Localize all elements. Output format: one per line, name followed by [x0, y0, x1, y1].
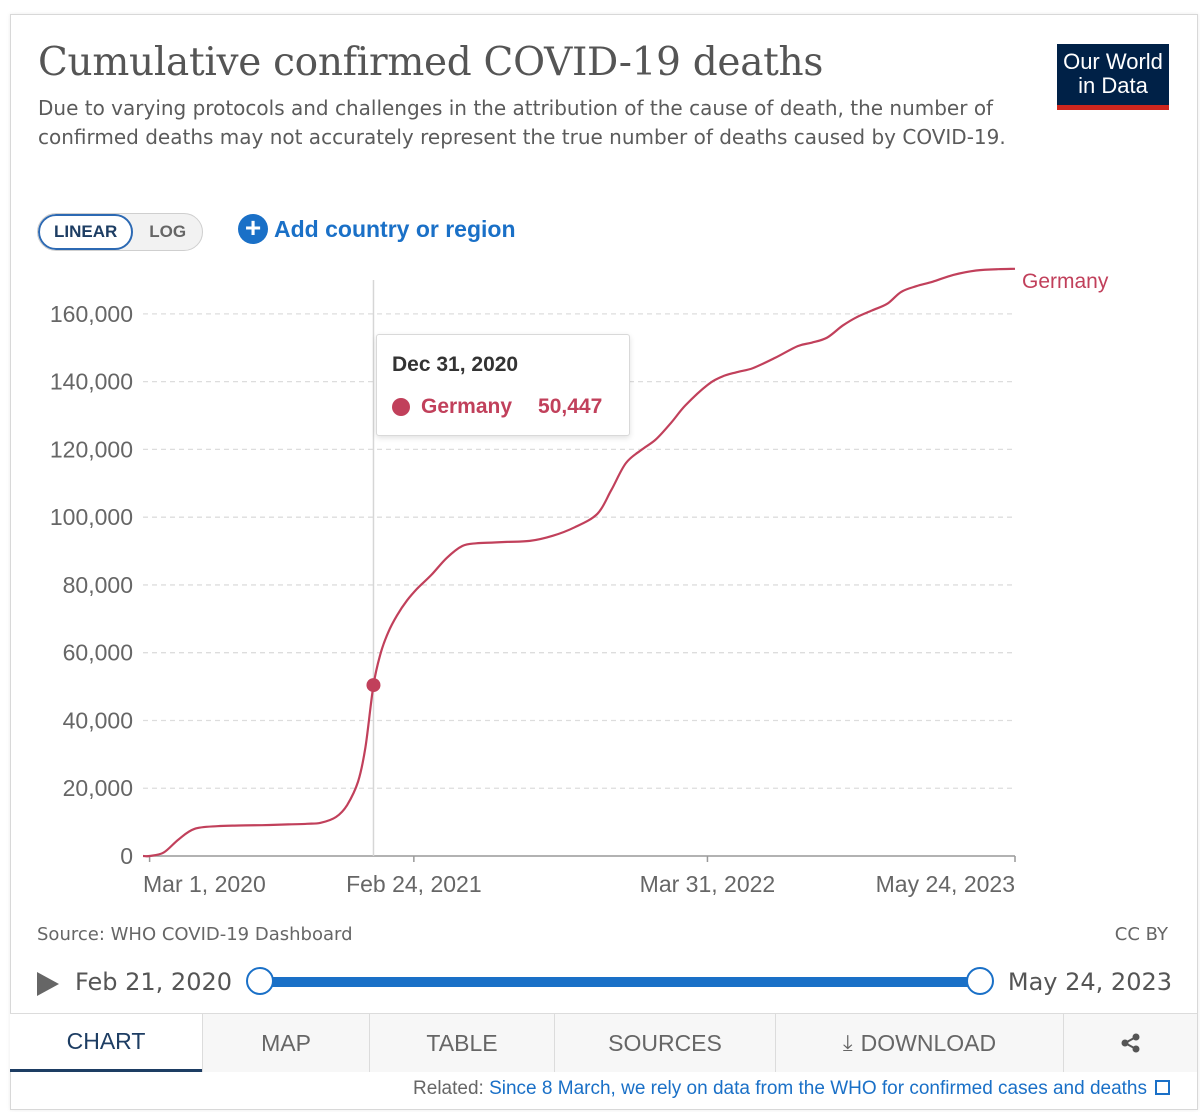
play-icon[interactable]: [37, 972, 59, 996]
y-tick-label: 80,000: [63, 572, 133, 598]
x-axis: Mar 1, 2020 Feb 24, 2021 Mar 31, 2022 May 2…: [143, 855, 1016, 897]
related-link[interactable]: Since 8 March, we rely on data from the …: [489, 1078, 1147, 1099]
series-layer[interactable]: Germany: [142, 267, 1109, 858]
chart-title: Cumulative confirmed COVID-19 deaths: [38, 40, 824, 85]
tab-sources[interactable]: SOURCES: [554, 1014, 775, 1072]
timeline-start-handle[interactable]: [246, 967, 274, 995]
linear-scale-button[interactable]: LINEAR: [38, 214, 134, 250]
tooltip-value: 50,447: [538, 395, 603, 418]
y-tick-label: 100,000: [50, 504, 133, 530]
x-tick-label: Mar 1, 2020: [143, 871, 266, 897]
y-axis: 0 20,000 40,000 60,000 80,000 100,000 120,000 1…: [50, 301, 133, 869]
external-link-icon: [1155, 1080, 1170, 1095]
timeline-start-label: Feb 21, 2020: [75, 968, 232, 996]
tab-download[interactable]: ⤓ DOWNLOAD: [775, 1014, 1063, 1072]
share-button[interactable]: [1063, 1014, 1197, 1072]
y-tick-label: 20,000: [63, 775, 133, 801]
tooltip-date: Dec 31, 2020: [392, 353, 519, 376]
y-tick-label: 160,000: [50, 301, 133, 327]
owid-logo[interactable]: Our World in Data: [1057, 44, 1169, 110]
chart-card: [10, 14, 1198, 1110]
download-icon: ⤓: [842, 1030, 853, 1055]
y-tick-label: 0: [120, 843, 133, 869]
share-icon: [1121, 1033, 1139, 1053]
timeline-track[interactable]: [259, 977, 981, 987]
timeline-end-handle[interactable]: [966, 967, 994, 995]
related-note: Related: Since 8 March, we rely on data …: [413, 1078, 1170, 1100]
y-tick-label: 60,000: [63, 640, 133, 666]
tab-table[interactable]: TABLE: [369, 1014, 554, 1072]
y-tick-label: 40,000: [63, 707, 133, 733]
log-scale-button[interactable]: LOG: [149, 222, 187, 241]
tooltip-row: Germany 50,447: [392, 395, 602, 419]
y-tick-label: 140,000: [50, 369, 133, 395]
tooltip: Dec 31, 2020 Germany 50,447: [376, 334, 630, 436]
x-tick-label: Feb 24, 2021: [346, 871, 482, 897]
series-label: Germany: [1022, 270, 1109, 293]
add-country-label: Add country or region: [274, 215, 516, 242]
series-dot-icon: [392, 398, 410, 416]
source-note[interactable]: Source: WHO COVID-19 Dashboard: [37, 924, 353, 945]
scale-toggle: LINEAR LOG: [37, 213, 204, 251]
x-tick-label: May 24, 2023: [876, 871, 1015, 897]
chart-subtitle: Due to varying protocols and challenges …: [38, 96, 1006, 149]
tab-download-label: DOWNLOAD: [860, 1029, 997, 1056]
plus-circle-icon: +: [238, 214, 268, 244]
tab-chart[interactable]: CHART: [10, 1014, 202, 1072]
x-tick-label: Mar 31, 2022: [640, 871, 776, 897]
related-prefix: Related:: [413, 1078, 490, 1099]
logo-accent-bar: [1057, 105, 1169, 110]
hover-point: [366, 678, 381, 693]
timeline: Feb 21, 2020 May 24, 2023: [37, 966, 1172, 1002]
add-country-button[interactable]: + Add country or region: [238, 214, 516, 244]
tab-map[interactable]: MAP: [202, 1014, 369, 1072]
logo-line-1: Our World: [1063, 49, 1163, 74]
license-link[interactable]: CC BY: [1114, 924, 1168, 945]
y-tick-label: 120,000: [50, 436, 133, 462]
tab-bar: CHART MAP TABLE SOURCES ⤓ DOWNLOAD: [10, 1013, 1197, 1072]
logo-line-2: in Data: [1078, 73, 1148, 98]
timeline-end-label: May 24, 2023: [1007, 968, 1172, 996]
tooltip-series-name: Germany: [421, 395, 513, 418]
series-line-germany: [142, 267, 1016, 858]
line-chart: 0 20,000 40,000 60,000 80,000 100,000 120,000 1…: [50, 267, 1109, 897]
